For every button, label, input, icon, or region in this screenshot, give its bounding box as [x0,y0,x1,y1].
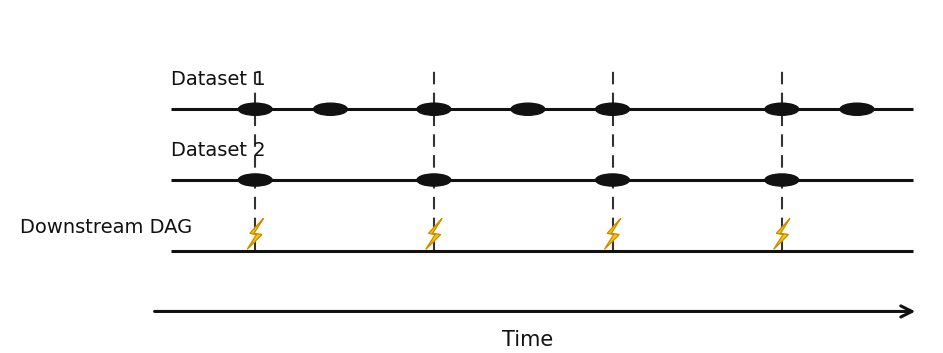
Text: Time: Time [503,330,554,350]
Circle shape [765,103,799,115]
Polygon shape [426,219,441,249]
Polygon shape [604,219,620,249]
Text: Dataset 1: Dataset 1 [171,70,265,89]
Circle shape [417,174,451,186]
Circle shape [313,103,347,115]
Circle shape [840,103,874,115]
Polygon shape [774,219,789,249]
Text: Downstream DAG: Downstream DAG [20,218,192,237]
Polygon shape [247,219,263,249]
Circle shape [596,174,630,186]
Circle shape [417,103,451,115]
Circle shape [511,103,545,115]
Circle shape [239,103,273,115]
Circle shape [765,174,799,186]
Circle shape [596,103,630,115]
Circle shape [239,174,273,186]
Text: Dataset 2: Dataset 2 [171,141,265,160]
